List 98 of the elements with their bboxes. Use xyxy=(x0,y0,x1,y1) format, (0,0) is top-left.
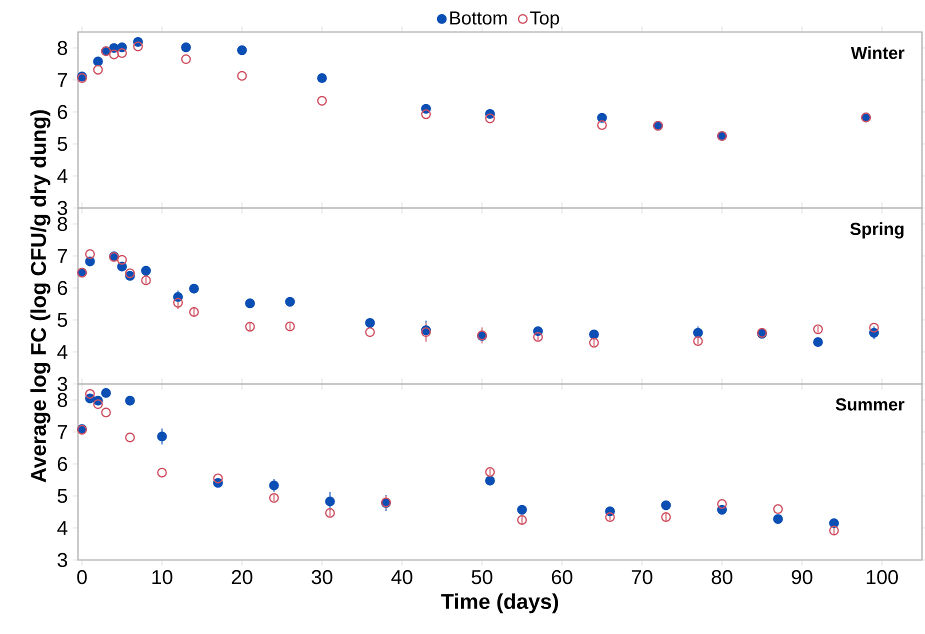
point xyxy=(269,480,279,490)
point xyxy=(157,468,167,478)
y-tick-label: 8 xyxy=(58,40,68,56)
point xyxy=(85,388,95,399)
point xyxy=(285,321,295,332)
point xyxy=(485,476,495,486)
x-tick-label: 60 xyxy=(552,570,572,584)
x-tick-label: 10 xyxy=(152,570,172,584)
point xyxy=(365,327,375,338)
text: Spring xyxy=(850,222,904,239)
point xyxy=(517,504,527,515)
point xyxy=(773,504,783,514)
point xyxy=(717,499,727,509)
point xyxy=(485,113,495,124)
point xyxy=(133,41,143,52)
point xyxy=(829,518,839,528)
point xyxy=(365,318,375,328)
point xyxy=(93,64,103,75)
point xyxy=(325,496,335,506)
point xyxy=(237,45,247,56)
y-axis-title: Average log FC (log CFU/g dry dung) xyxy=(30,110,50,482)
y-tick-label: 5 xyxy=(58,313,68,327)
text: Winter xyxy=(850,46,904,60)
text: Summer xyxy=(836,398,904,411)
point xyxy=(597,120,607,130)
point xyxy=(173,298,183,308)
y-tick-label: 3 xyxy=(58,200,68,216)
point xyxy=(597,112,607,123)
point xyxy=(213,473,223,484)
y-tick-label: 7 xyxy=(58,249,67,263)
point xyxy=(109,49,119,60)
point xyxy=(693,336,703,346)
point xyxy=(317,96,327,106)
point xyxy=(141,275,151,286)
point xyxy=(869,322,879,333)
x-tick-label: 90 xyxy=(792,570,812,584)
point xyxy=(269,492,279,503)
x-tick-label: 80 xyxy=(712,570,732,584)
point xyxy=(181,42,191,52)
point xyxy=(589,338,599,348)
y-tick-label: 4 xyxy=(57,345,68,359)
y-tick-label: 7 xyxy=(58,73,67,87)
point xyxy=(517,515,527,525)
point xyxy=(693,328,703,338)
point xyxy=(285,296,295,307)
x-tick-label: 100 xyxy=(866,570,898,584)
point xyxy=(813,324,823,334)
point xyxy=(101,408,111,418)
y-tick-label: 3 xyxy=(58,552,68,568)
legend-label: Bottom xyxy=(450,12,507,25)
y-tick-label: 6 xyxy=(58,456,68,472)
y-tick-label: 3 xyxy=(58,376,68,392)
point xyxy=(101,388,111,398)
x-tick-label: 30 xyxy=(312,570,332,584)
x-tick-label: 20 xyxy=(232,570,252,584)
point xyxy=(125,268,135,278)
point xyxy=(141,266,151,276)
y-tick-label: 5 xyxy=(58,137,68,151)
point xyxy=(773,514,783,524)
point xyxy=(117,48,127,58)
point xyxy=(125,396,135,406)
x-tick-label: 0 xyxy=(77,570,87,584)
point xyxy=(589,329,599,340)
point xyxy=(85,249,95,260)
point xyxy=(93,399,103,410)
y-tick-label: 8 xyxy=(58,392,68,408)
point xyxy=(189,307,199,317)
point xyxy=(181,54,191,64)
point xyxy=(485,467,495,477)
x-tick-label: 40 xyxy=(391,570,412,584)
point xyxy=(117,254,127,265)
y-tick-label: 8 xyxy=(58,216,68,232)
point xyxy=(157,432,167,442)
point xyxy=(421,109,431,120)
point xyxy=(813,337,823,348)
x-tick-label: 50 xyxy=(472,570,492,584)
y-tick-label: 7 xyxy=(58,425,67,439)
point xyxy=(605,512,615,522)
y-tick-label: 4 xyxy=(57,169,68,183)
point xyxy=(93,56,103,66)
y-tick-label: 4 xyxy=(57,521,68,535)
point xyxy=(325,508,335,518)
point xyxy=(245,322,255,332)
point xyxy=(189,284,199,294)
point xyxy=(245,298,255,308)
point xyxy=(125,432,135,442)
x-tick-label: 70 xyxy=(632,570,652,584)
legend-label: Top xyxy=(530,12,560,28)
y-tick-label: 5 xyxy=(58,489,68,503)
point xyxy=(661,500,671,510)
y-tick-label: 6 xyxy=(58,280,68,296)
x-axis-title: Time (days) xyxy=(441,593,558,614)
point xyxy=(237,70,247,81)
point xyxy=(533,332,543,342)
y-tick-label: 6 xyxy=(58,104,68,120)
point xyxy=(317,73,327,84)
point xyxy=(829,526,839,536)
point xyxy=(661,512,671,522)
